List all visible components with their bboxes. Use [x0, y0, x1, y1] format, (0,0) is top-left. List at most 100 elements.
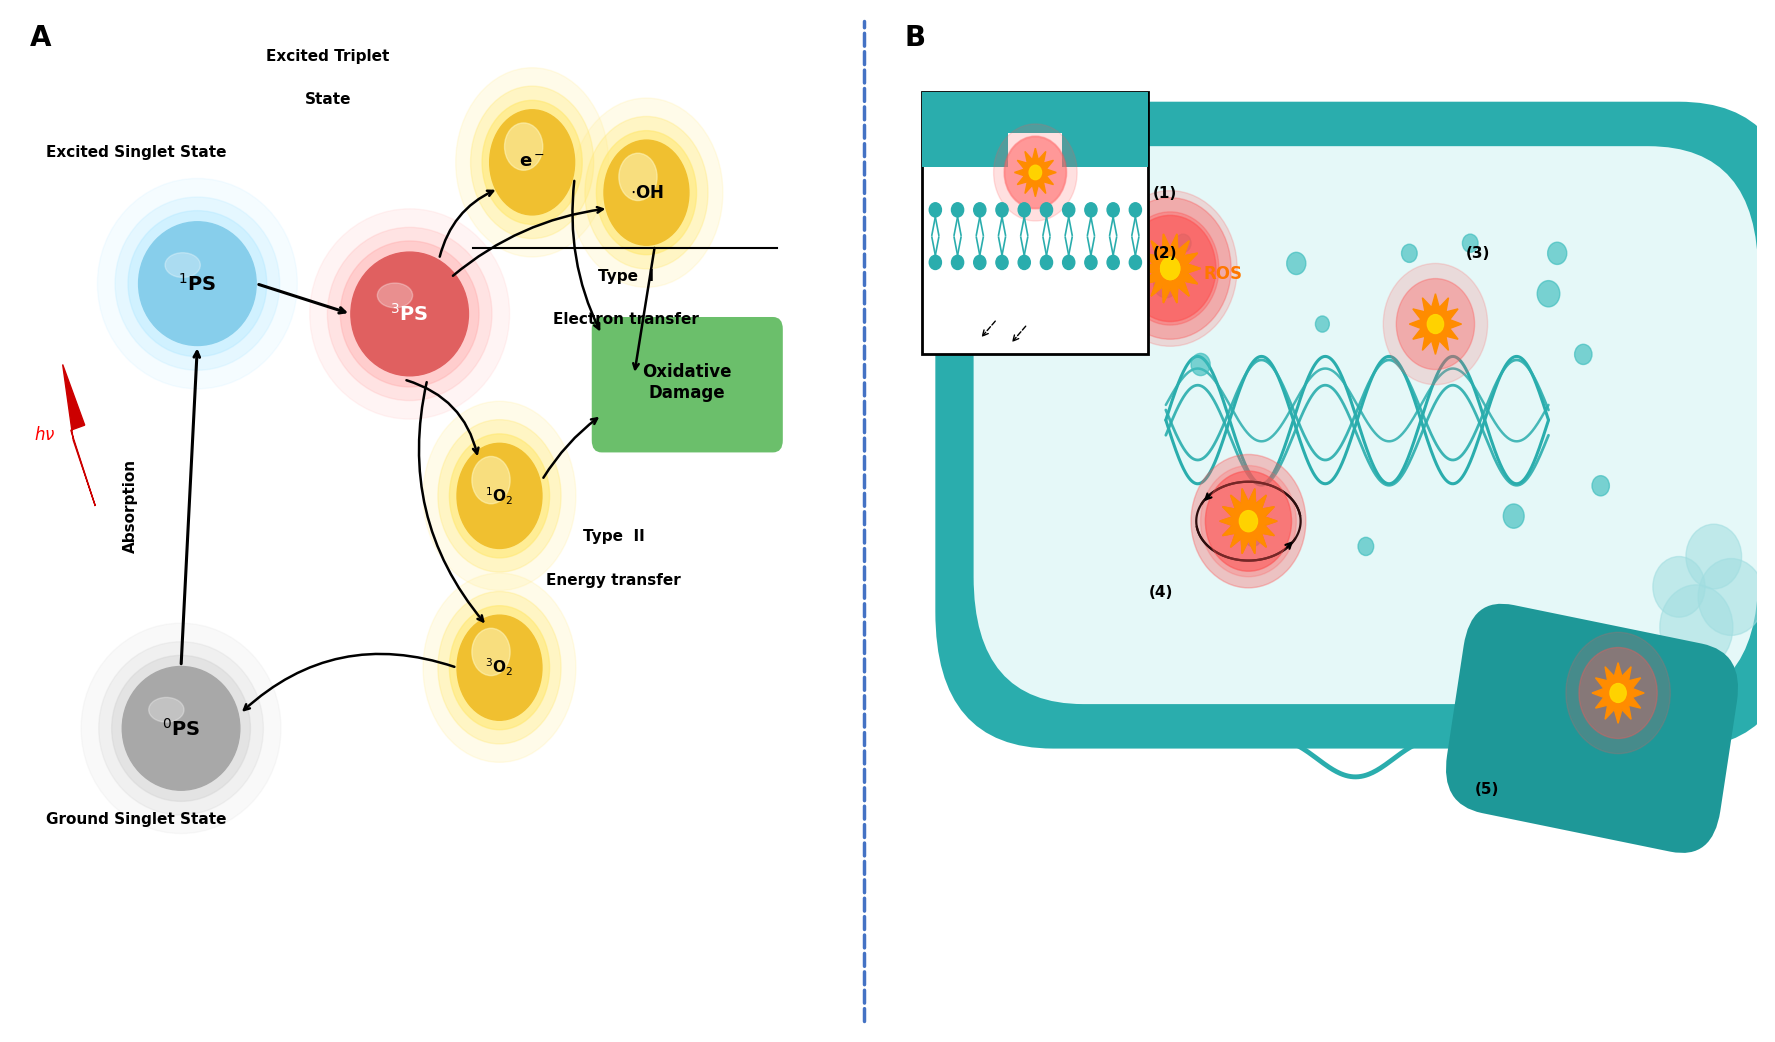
Polygon shape — [62, 365, 96, 506]
Circle shape — [1463, 234, 1479, 252]
Circle shape — [1548, 242, 1567, 265]
Circle shape — [974, 203, 985, 217]
Circle shape — [951, 203, 964, 217]
Text: (5): (5) — [1475, 783, 1498, 797]
Text: State: State — [305, 92, 351, 106]
Circle shape — [1610, 684, 1626, 702]
Text: ROS: ROS — [1203, 265, 1242, 282]
Circle shape — [1244, 526, 1262, 546]
Ellipse shape — [149, 697, 185, 722]
Circle shape — [1108, 203, 1120, 217]
Bar — [1063, 92, 1148, 168]
Circle shape — [1175, 234, 1191, 252]
Text: (2): (2) — [1152, 246, 1177, 262]
Circle shape — [483, 100, 582, 224]
Ellipse shape — [112, 655, 250, 801]
Circle shape — [1686, 524, 1741, 589]
Text: Excited Triplet: Excited Triplet — [266, 49, 390, 65]
Circle shape — [596, 130, 696, 254]
Polygon shape — [1140, 234, 1200, 303]
Text: Type  I: Type I — [598, 269, 655, 283]
Text: (4): (4) — [1148, 585, 1173, 600]
Text: $\cdot$OH: $\cdot$OH — [630, 183, 664, 202]
Circle shape — [1125, 216, 1216, 322]
Circle shape — [438, 420, 561, 572]
Circle shape — [1397, 278, 1475, 370]
Text: A: A — [30, 24, 51, 52]
Polygon shape — [1592, 663, 1644, 723]
Ellipse shape — [115, 197, 280, 370]
Text: Electron transfer: Electron transfer — [554, 312, 699, 327]
Ellipse shape — [98, 178, 298, 389]
Text: B: B — [905, 24, 927, 52]
Circle shape — [422, 401, 575, 591]
Circle shape — [1019, 203, 1030, 217]
Circle shape — [974, 255, 985, 270]
Text: e$^-$: e$^-$ — [518, 153, 545, 171]
Circle shape — [619, 153, 657, 200]
FancyBboxPatch shape — [974, 146, 1757, 704]
Polygon shape — [1015, 148, 1056, 197]
Text: (1): (1) — [1152, 185, 1177, 201]
Circle shape — [1239, 511, 1257, 531]
Ellipse shape — [99, 642, 263, 815]
Circle shape — [1239, 511, 1257, 531]
Circle shape — [449, 433, 550, 557]
Circle shape — [470, 86, 593, 239]
Ellipse shape — [138, 222, 256, 346]
Polygon shape — [1409, 294, 1461, 354]
Circle shape — [1125, 216, 1216, 322]
Ellipse shape — [165, 253, 201, 277]
Text: $^1$PS: $^1$PS — [178, 273, 217, 295]
Circle shape — [570, 98, 722, 288]
Text: $^0$PS: $^0$PS — [162, 717, 201, 740]
Circle shape — [996, 255, 1008, 270]
Circle shape — [1566, 632, 1670, 753]
Circle shape — [456, 68, 609, 257]
Polygon shape — [1219, 489, 1278, 553]
Circle shape — [438, 592, 561, 744]
Circle shape — [1660, 585, 1732, 670]
FancyBboxPatch shape — [1447, 603, 1738, 853]
Ellipse shape — [309, 208, 509, 419]
Circle shape — [1699, 559, 1764, 636]
Circle shape — [449, 605, 550, 729]
FancyBboxPatch shape — [935, 102, 1775, 748]
Circle shape — [1109, 198, 1232, 340]
Ellipse shape — [378, 283, 412, 307]
Circle shape — [1154, 270, 1179, 298]
Circle shape — [1200, 466, 1296, 577]
Circle shape — [1427, 315, 1443, 333]
Circle shape — [1085, 255, 1097, 270]
Circle shape — [1205, 471, 1292, 571]
Text: Absorption: Absorption — [122, 458, 138, 553]
Circle shape — [1005, 137, 1067, 208]
Bar — [923, 92, 1008, 168]
Circle shape — [1503, 504, 1525, 528]
Circle shape — [1108, 255, 1120, 270]
Ellipse shape — [351, 252, 469, 376]
Circle shape — [1040, 255, 1053, 270]
Text: $^1$O$_2$: $^1$O$_2$ — [485, 486, 513, 506]
Text: $^3$PS: $^3$PS — [390, 303, 430, 325]
Circle shape — [994, 124, 1077, 221]
Circle shape — [1191, 454, 1306, 588]
Circle shape — [930, 255, 941, 270]
Circle shape — [472, 628, 509, 675]
Circle shape — [1402, 244, 1416, 263]
Text: Energy transfer: Energy transfer — [547, 573, 682, 588]
Circle shape — [996, 203, 1008, 217]
Text: (3): (3) — [1466, 246, 1491, 262]
Ellipse shape — [341, 241, 479, 387]
Circle shape — [1019, 255, 1030, 270]
Circle shape — [1085, 203, 1097, 217]
Circle shape — [1063, 255, 1076, 270]
Text: $h\nu$: $h\nu$ — [34, 426, 55, 444]
Circle shape — [1005, 138, 1065, 207]
Circle shape — [586, 117, 708, 269]
Circle shape — [1191, 454, 1306, 588]
Circle shape — [1653, 556, 1706, 617]
Circle shape — [456, 443, 541, 548]
Text: Excited Singlet State: Excited Singlet State — [46, 145, 227, 160]
Text: Type  II: Type II — [582, 529, 644, 544]
